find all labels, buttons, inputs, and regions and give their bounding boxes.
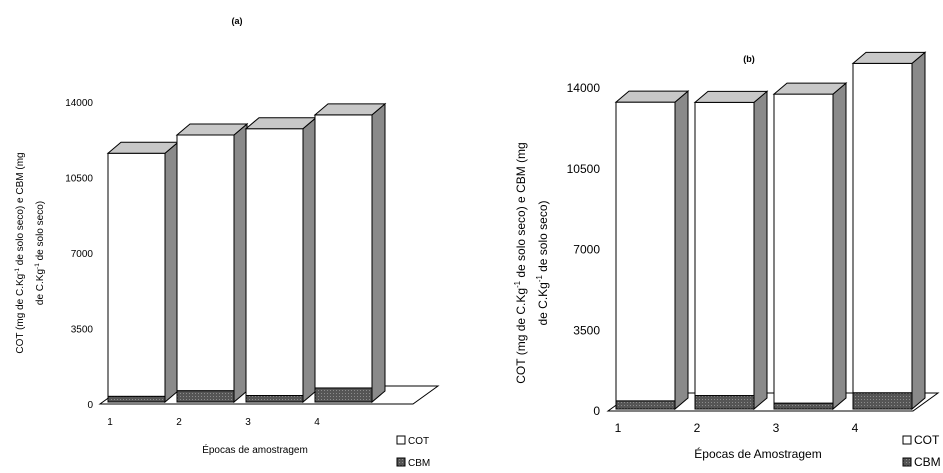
x-tick-label: 4 <box>314 417 320 428</box>
legend-label-cbm: CBM <box>914 455 941 469</box>
y-tick-label: 0 <box>593 404 600 418</box>
y-tick-label: 7000 <box>573 243 600 257</box>
legend: COT CBM <box>902 433 941 469</box>
bar-side-3 <box>302 116 317 404</box>
y-tick-label: 14000 <box>65 98 93 109</box>
y-tick-label: 3500 <box>71 325 94 336</box>
x-tick-label: 4 <box>852 421 859 435</box>
bar-top-2 <box>693 90 769 103</box>
bar-top-3 <box>772 82 848 95</box>
y-tick-label: 10500 <box>65 174 93 185</box>
bar-top-3 <box>244 117 318 130</box>
x-axis-label: Épocas de amostragem <box>202 443 308 456</box>
bar-top-4 <box>313 103 387 116</box>
bar-side-3 <box>832 81 847 411</box>
legend-label-cot: COT <box>914 433 940 447</box>
y-tick-label: 3500 <box>573 323 600 337</box>
bar-cot-1 <box>615 101 676 402</box>
bar-top-2 <box>175 123 249 136</box>
x-tick-label: 1 <box>107 417 113 428</box>
chart-panel-b: (b) 0 3500 7000 10500 14000 1 2 3 4 Épocas de Amos… <box>513 51 941 469</box>
legend-swatch-cbm <box>396 457 406 467</box>
bar-cbm-3 <box>245 395 304 403</box>
bar-top-4 <box>851 51 927 64</box>
y-tick-label: 10500 <box>567 162 601 176</box>
y-axis-label-line1: COT (mg de C.Kg-1 de solo seco) e CBM (m… <box>14 152 26 353</box>
legend-swatch-cbm <box>902 457 912 467</box>
y-axis-label-line2: de C.Kg-1 de solo seco) <box>34 201 46 305</box>
panel-label: (a) <box>232 16 243 26</box>
bar-top-1 <box>614 90 690 103</box>
bar-top-1 <box>106 141 180 154</box>
bar-cbm-1 <box>615 400 676 410</box>
bar-cot-4 <box>314 114 373 389</box>
bar-cot-1 <box>107 152 166 397</box>
bar-side-1 <box>674 90 689 411</box>
x-tick-label: 1 <box>615 421 622 435</box>
bar-cbm-1 <box>107 395 166 403</box>
y-tick-label: 7000 <box>71 249 94 260</box>
legend-swatch-cot <box>902 435 912 445</box>
legend-label-cbm: CBM <box>408 458 430 469</box>
bar-side-4 <box>911 51 926 411</box>
x-tick-label: 3 <box>773 421 780 435</box>
chart-panel-a: (a) 0 3500 7000 10500 14000 1 2 3 4 Épocas de amos… <box>14 16 440 469</box>
y-axis-label-line1: COT (mg de C.Kg-1 de solo seco) e CBM (m… <box>513 142 528 383</box>
bar-cbm-2 <box>694 395 755 410</box>
bar-cot-2 <box>694 101 755 397</box>
x-tick-label: 3 <box>245 417 251 428</box>
bar-cbm-3 <box>773 402 834 410</box>
x-tick-label: 2 <box>694 421 701 435</box>
y-tick-label: 0 <box>87 400 93 411</box>
legend-label-cot: COT <box>408 436 429 447</box>
bar-side-2 <box>233 122 248 404</box>
y-axis-label-line2: de C.Kg-1 de solo seco) <box>535 200 550 325</box>
bar-cot-3 <box>773 93 834 404</box>
x-axis-label: Épocas de Amostragem <box>694 446 821 461</box>
bar-cbm-2 <box>176 390 235 403</box>
bar-cot-2 <box>176 134 235 392</box>
y-tick-label: 14000 <box>567 81 601 95</box>
bar-cbm-4 <box>852 392 913 410</box>
legend: COT CBM <box>396 435 430 469</box>
bar-cbm-4 <box>314 387 373 403</box>
bar-side-1 <box>164 141 179 404</box>
x-tick-label: 2 <box>176 417 182 428</box>
legend-swatch-cot <box>396 435 406 445</box>
bar-side-4 <box>371 102 386 404</box>
bar-cot-4 <box>852 62 913 394</box>
bar-side-2 <box>753 90 768 411</box>
panel-label: (b) <box>743 54 755 64</box>
bar-cot-3 <box>245 128 304 397</box>
